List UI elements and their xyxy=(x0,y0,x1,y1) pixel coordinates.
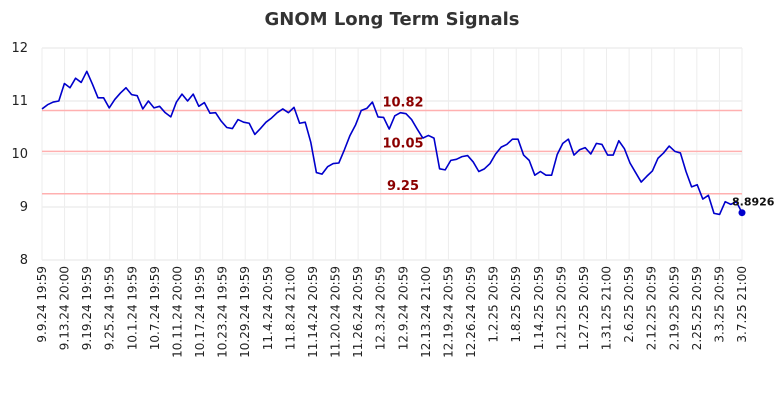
x-tick-label: 11.8.24 21:00 xyxy=(283,266,297,350)
x-tick-label: 10.23.24 19:59 xyxy=(216,266,230,358)
y-tick-label: 9 xyxy=(20,200,28,215)
series-line xyxy=(41,70,743,216)
x-tick-label: 11.4.24 20:59 xyxy=(261,266,275,350)
last-point-group: 8.8926 xyxy=(732,196,775,217)
x-tick-label: 10.1.24 19:59 xyxy=(125,266,139,350)
x-tick-label: 9.9.24 19:59 xyxy=(35,266,49,343)
x-tick-label: 10.11.24 20:00 xyxy=(170,266,184,358)
x-tick-label: 1.8.25 20:59 xyxy=(509,266,523,343)
x-tick-label: 3.3.25 20:59 xyxy=(712,266,726,343)
x-tick-label: 12.9.24 20:59 xyxy=(396,266,410,350)
x-tick-label: 1.14.25 20:59 xyxy=(532,266,546,350)
x-tick-label: 2.25.25 20:59 xyxy=(690,266,704,350)
x-tick-label: 9.19.24 19:59 xyxy=(80,266,94,350)
last-value-label: 8.8926 xyxy=(732,196,775,209)
x-tick-label: 9.13.24 20:00 xyxy=(58,266,72,350)
y-tick-label: 11 xyxy=(11,94,28,109)
x-tick-label: 12.19.24 20:59 xyxy=(441,266,455,358)
x-tick-label: 1.31.25 21:00 xyxy=(600,266,614,350)
x-axis-ticks: 9.9.24 19:59 9.13.24 20:00 9.19.24 19:59 9.… xyxy=(35,266,749,358)
x-tick-label: 11.20.24 20:59 xyxy=(329,266,343,358)
x-tick-label: 1.27.25 20:59 xyxy=(577,266,591,350)
x-tick-label: 10.29.24 19:59 xyxy=(238,266,252,358)
x-tick-label: 2.12.25 20:59 xyxy=(645,266,659,350)
y-tick-label: 8 xyxy=(20,253,28,268)
reference-label: 10.05 xyxy=(382,136,423,151)
series-group xyxy=(41,70,743,216)
reference-label: 10.82 xyxy=(382,96,423,111)
chart-title: GNOM Long Term Signals xyxy=(265,9,520,30)
x-tick-label: 2.19.25 20:59 xyxy=(667,266,681,350)
y-tick-label: 12 xyxy=(11,41,28,56)
x-tick-label: 9.25.24 19:59 xyxy=(103,266,117,350)
x-tick-label: 11.14.24 20:59 xyxy=(306,266,320,358)
reference-labels: 10.82 10.05 9.25 xyxy=(382,96,423,194)
x-tick-label: 12.13.24 21:00 xyxy=(419,266,433,358)
last-point-marker xyxy=(738,209,746,217)
x-tick-label: 10.7.24 19:59 xyxy=(148,266,162,350)
x-tick-label: 1.21.25 20:59 xyxy=(554,266,568,350)
grid xyxy=(41,47,743,261)
x-tick-label: 3.7.25 21:00 xyxy=(735,266,749,343)
x-tick-label: 12.26.24 20:59 xyxy=(464,266,478,358)
x-tick-label: 11.26.24 20:59 xyxy=(351,266,365,358)
y-tick-label: 10 xyxy=(11,147,28,162)
reference-label: 9.25 xyxy=(387,179,419,194)
y-axis-ticks: 8 9 10 11 12 xyxy=(11,41,28,268)
x-tick-label: 10.17.24 19:59 xyxy=(193,266,207,358)
x-tick-label: 2.6.25 20:59 xyxy=(622,266,636,343)
x-tick-label: 12.3.24 20:59 xyxy=(374,266,388,350)
x-tick-label: 1.2.25 20:59 xyxy=(487,266,501,343)
